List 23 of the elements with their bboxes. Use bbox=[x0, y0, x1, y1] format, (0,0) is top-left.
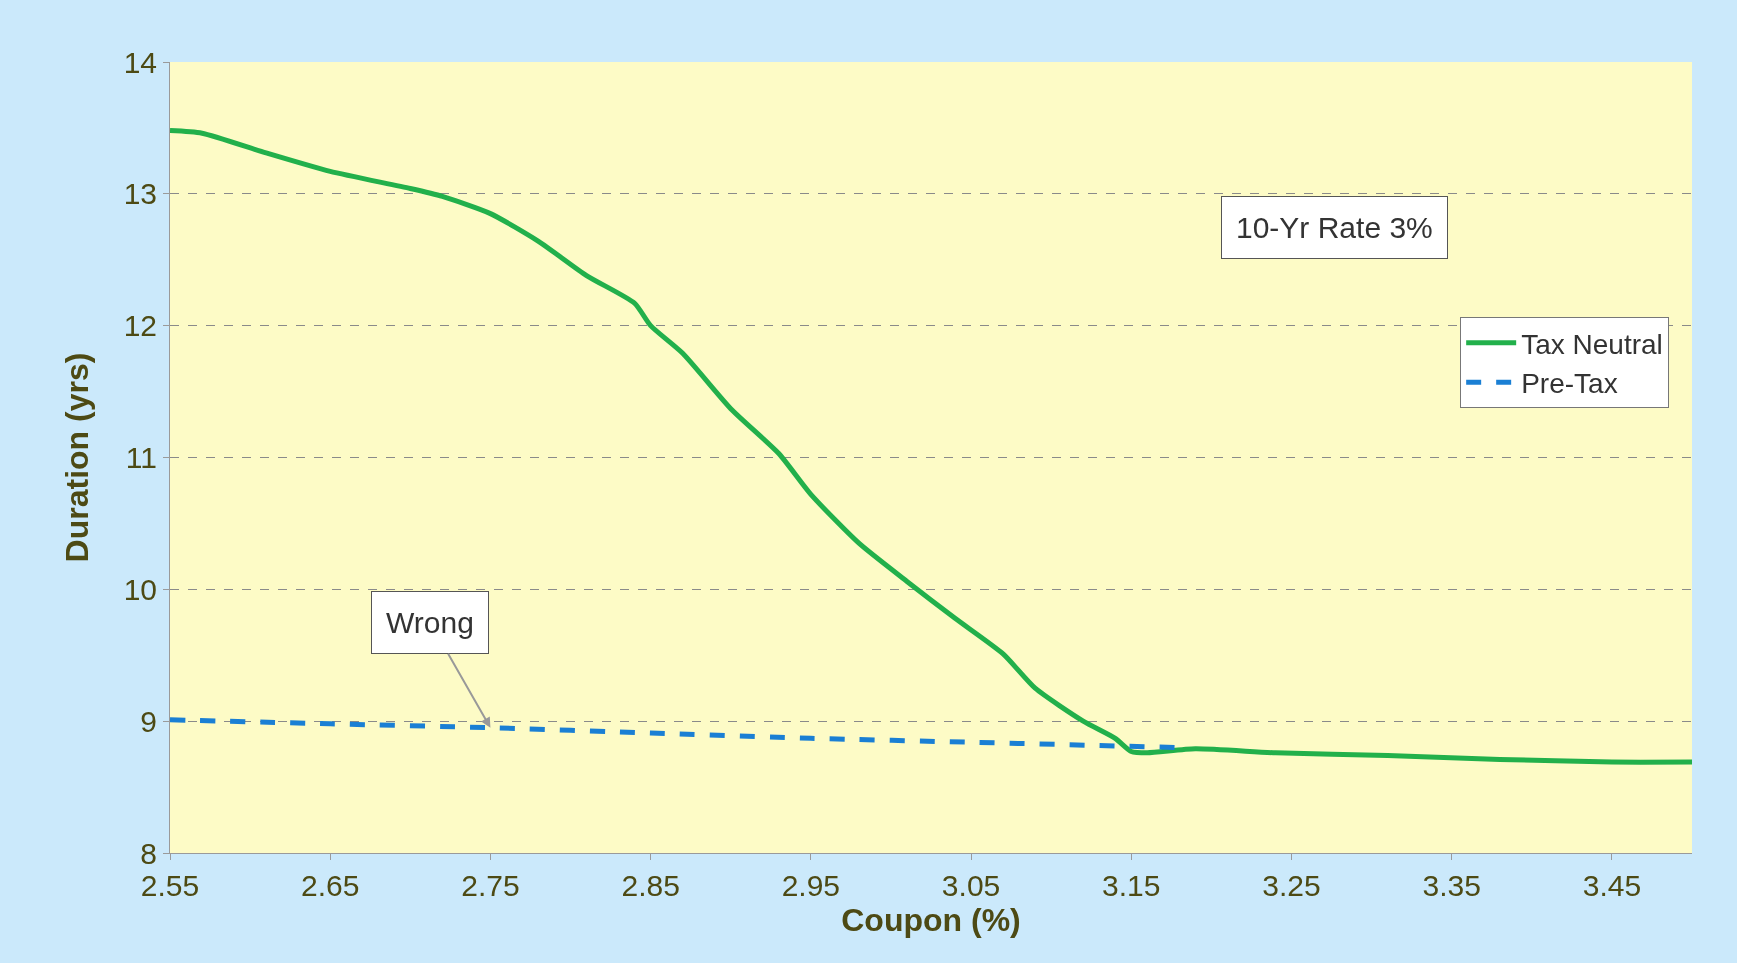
y-tick-label: 8 bbox=[140, 836, 157, 870]
x-tick-label: 2.95 bbox=[781, 869, 841, 902]
x-tick-label: 2.55 bbox=[140, 869, 200, 902]
legend-label: Pre-Tax bbox=[1521, 368, 1618, 400]
x-axis-title: Coupon (%) bbox=[841, 902, 1021, 938]
annotation: 10-Yr Rate 3% bbox=[1236, 211, 1433, 244]
x-tick-label: 3.35 bbox=[1422, 869, 1481, 902]
legend-label: Tax Neutral bbox=[1521, 328, 1663, 360]
y-tick-label: 14 bbox=[123, 45, 157, 79]
x-tick-label: 3.15 bbox=[1102, 869, 1161, 902]
y-axis-title: Duration (yrs) bbox=[58, 352, 95, 563]
y-tick-label: 13 bbox=[123, 177, 157, 211]
x-tick-label: 3.25 bbox=[1262, 869, 1321, 902]
x-tick-label: 2.85 bbox=[621, 869, 680, 902]
annotation: Wrong bbox=[386, 606, 474, 639]
y-tick-label: 10 bbox=[123, 572, 157, 606]
x-tick-label: 2.75 bbox=[461, 869, 520, 902]
y-tick-label: 9 bbox=[140, 704, 157, 738]
x-tick-label: 2.65 bbox=[301, 869, 360, 902]
x-tick-label: 3.05 bbox=[941, 869, 1001, 902]
y-tick-label: 12 bbox=[123, 309, 157, 343]
x-tick-label: 3.45 bbox=[1582, 869, 1642, 902]
y-tick-label: 11 bbox=[125, 441, 157, 474]
